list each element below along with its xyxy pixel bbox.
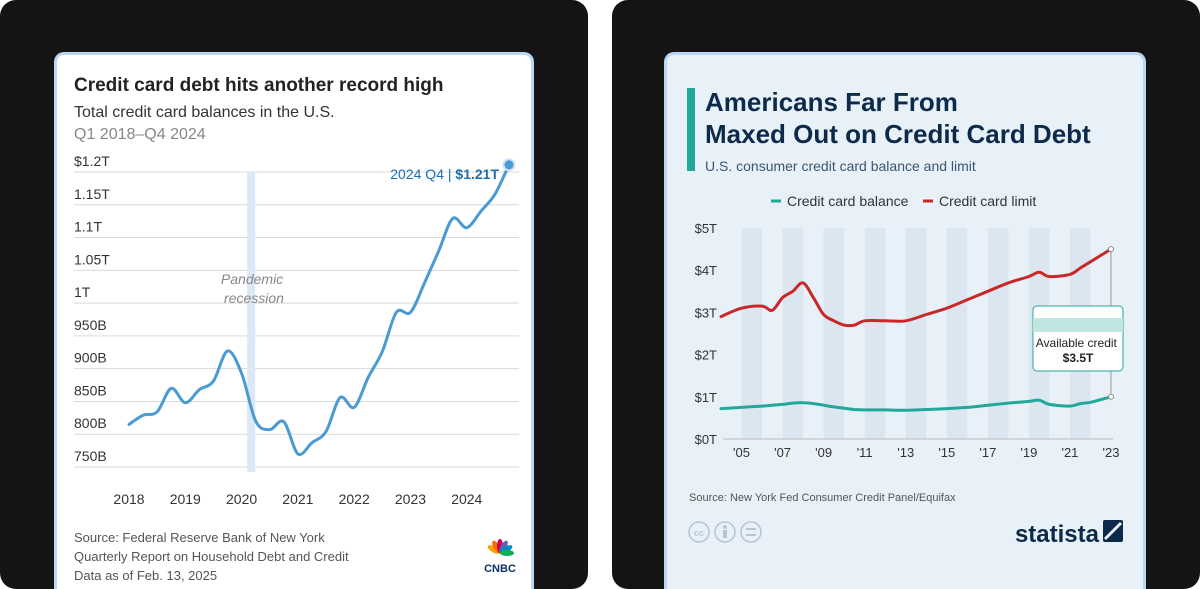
chart-title: Credit card debt hits another record hig… xyxy=(74,75,444,96)
statista-chart-svg: Americans Far From Maxed Out on Credit C… xyxy=(687,87,1124,548)
cnbc-chart-svg: Credit card debt hits another record hig… xyxy=(74,75,519,583)
y-tick-label: 800B xyxy=(74,415,107,431)
x-tick-label: '23 xyxy=(1103,445,1120,460)
y-axis-ticks: $1.2T 1.15T 1.1T 1.05T 1T 950B 900B 850B 800B 750… xyxy=(74,153,110,464)
y-tick-label: 750B xyxy=(74,448,107,464)
latest-callout: 2024 Q4 | $1.21T xyxy=(390,166,499,182)
person-icon xyxy=(714,521,736,543)
year-band xyxy=(987,228,1009,439)
equals-icon xyxy=(740,521,762,543)
x-tick-label: '19 xyxy=(1020,445,1037,460)
statista-chart-card: Americans Far From Maxed Out on Credit C… xyxy=(664,52,1146,589)
title-accent-bar xyxy=(687,88,695,171)
x-tick-label: 2024 xyxy=(451,491,482,507)
y-tick-label: 900B xyxy=(74,350,107,366)
y-axis-ticks: $5T $4T $3T $2T $1T $0T xyxy=(695,221,717,447)
statista-logo: statista xyxy=(1015,520,1123,548)
limit-line xyxy=(719,247,1113,328)
cnbc-chart-card: Credit card debt hits another record hig… xyxy=(54,52,534,589)
y-tick-label: 1.15T xyxy=(74,186,110,202)
year-band xyxy=(905,228,927,439)
year-band xyxy=(946,228,968,439)
chart-subtitle: Total credit card balances in the U.S. xyxy=(74,104,335,121)
svg-text:Available credit $3.: Available credit $3.5T xyxy=(1036,336,1121,365)
y-tick-label: $5T xyxy=(695,221,717,236)
year-band xyxy=(864,228,886,439)
recession-label: Pandemic recession xyxy=(221,271,287,306)
y-tick-label: $1.2T xyxy=(74,153,110,169)
x-tick-label: '07 xyxy=(774,445,791,460)
x-tick-label: '13 xyxy=(897,445,914,460)
recession-band xyxy=(247,172,256,472)
chart-subtitle: U.S. consumer credit card balance and li… xyxy=(705,158,976,174)
balance-line xyxy=(719,395,1113,412)
x-tick-label: 2022 xyxy=(339,491,370,507)
chart-title-line-1: Americans Far From xyxy=(705,87,958,117)
x-tick-label: '21 xyxy=(1061,445,1078,460)
y-tick-label: 1T xyxy=(74,284,91,300)
y-tick-label: 950B xyxy=(74,317,107,333)
left-panel: Credit card debt hits another record hig… xyxy=(0,0,588,589)
year-band xyxy=(782,228,804,439)
x-tick-label: 2020 xyxy=(226,491,257,507)
year-band xyxy=(823,228,845,439)
y-tick-label: $3T xyxy=(695,305,717,320)
legend: Credit card balance Credit card limit xyxy=(771,193,1036,209)
x-tick-label: '17 xyxy=(979,445,996,460)
x-tick-label: 2023 xyxy=(395,491,426,507)
y-tick-label: $2T xyxy=(695,348,717,363)
limit-endpoint xyxy=(1108,246,1114,253)
svg-text:cc: cc xyxy=(694,528,704,538)
x-tick-label: '05 xyxy=(733,445,750,460)
y-tick-label: 1.1T xyxy=(74,219,102,235)
license-icons: cc xyxy=(688,521,762,543)
cnbc-logo-text: CNBC xyxy=(484,563,516,575)
balance-line xyxy=(127,163,511,457)
legend-balance-label: Credit card balance xyxy=(787,193,909,209)
x-tick-label: 2021 xyxy=(282,491,313,507)
year-bands xyxy=(741,228,1091,439)
y-tick-label: 850B xyxy=(74,382,107,398)
latest-point xyxy=(502,158,516,172)
x-axis-ticks: 2018 2019 2020 2021 2022 2023 2024 xyxy=(113,491,482,507)
x-tick-label: '15 xyxy=(938,445,955,460)
x-tick-label: 2018 xyxy=(113,491,144,507)
statista-logo-text: statista xyxy=(1015,521,1100,548)
x-axis-ticks: '05 '07 '09 '11 '13 '15 '17 '19 '21 '23 xyxy=(733,445,1119,460)
available-credit-callout: Available credit $3.5T xyxy=(1032,305,1124,372)
x-tick-label: '09 xyxy=(815,445,832,460)
y-tick-label: $1T xyxy=(695,390,717,405)
cc-icon: cc xyxy=(688,521,710,543)
x-tick-label: '11 xyxy=(857,445,873,460)
y-tick-label: $0T xyxy=(695,432,717,447)
year-band xyxy=(741,228,763,439)
balance-endpoint xyxy=(1108,393,1114,400)
y-tick-label: $4T xyxy=(695,263,717,278)
source-note: Source: New York Fed Consumer Credit Pan… xyxy=(689,492,956,504)
grid-lines xyxy=(74,171,519,468)
right-panel: Americans Far From Maxed Out on Credit C… xyxy=(612,0,1200,589)
legend-limit-label: Credit card limit xyxy=(939,193,1036,209)
chart-period: Q1 2018–Q4 2024 xyxy=(74,126,206,143)
x-tick-label: 2019 xyxy=(170,491,201,507)
y-tick-label: 1.05T xyxy=(74,251,110,267)
chart-title-line-2: Maxed Out on Credit Card Debt xyxy=(705,119,1091,149)
source-note: Source: Federal Reserve Bank of New York… xyxy=(74,530,352,583)
cnbc-logo: CNBC xyxy=(484,539,516,575)
